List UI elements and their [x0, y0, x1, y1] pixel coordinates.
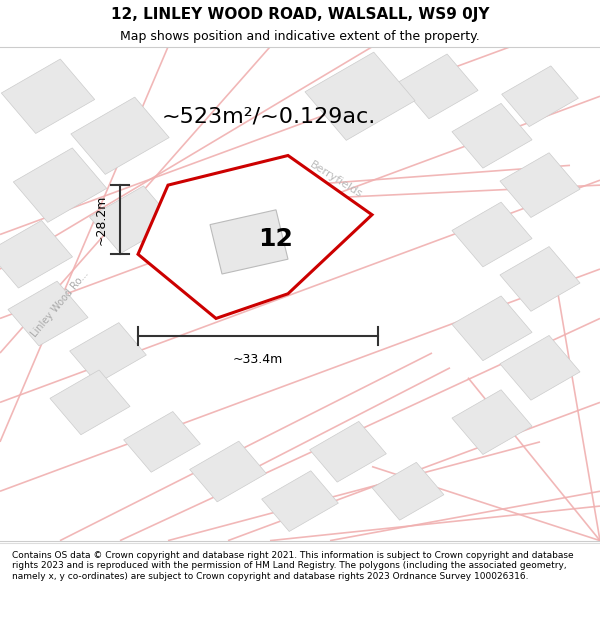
Text: ~28.2m: ~28.2m: [95, 194, 108, 245]
Text: Map shows position and indicative extent of the property.: Map shows position and indicative extent…: [120, 30, 480, 43]
Text: Contains OS data © Crown copyright and database right 2021. This information is : Contains OS data © Crown copyright and d…: [12, 551, 574, 581]
Polygon shape: [71, 97, 169, 174]
Polygon shape: [210, 210, 288, 274]
Text: 12, LINLEY WOOD ROAD, WALSALL, WS9 0JY: 12, LINLEY WOOD ROAD, WALSALL, WS9 0JY: [111, 6, 489, 21]
Polygon shape: [262, 471, 338, 531]
Polygon shape: [70, 322, 146, 383]
Polygon shape: [452, 202, 532, 267]
Polygon shape: [50, 370, 130, 435]
Polygon shape: [500, 336, 580, 400]
Polygon shape: [500, 247, 580, 311]
Polygon shape: [124, 411, 200, 472]
Polygon shape: [452, 103, 532, 168]
Polygon shape: [310, 421, 386, 482]
Text: Berryfields: Berryfields: [308, 160, 364, 201]
Polygon shape: [305, 52, 415, 141]
Polygon shape: [452, 296, 532, 361]
Polygon shape: [89, 186, 175, 254]
Polygon shape: [190, 441, 266, 502]
Polygon shape: [1, 59, 95, 134]
Polygon shape: [372, 462, 444, 520]
Polygon shape: [452, 390, 532, 454]
Polygon shape: [500, 152, 580, 218]
Polygon shape: [13, 148, 107, 222]
Text: Linley Wood Ro...: Linley Wood Ro...: [29, 269, 91, 339]
Polygon shape: [138, 156, 372, 318]
Polygon shape: [502, 66, 578, 127]
Polygon shape: [8, 281, 88, 346]
Polygon shape: [398, 54, 478, 119]
Text: ~523m²/~0.129ac.: ~523m²/~0.129ac.: [162, 106, 376, 126]
Text: ~33.4m: ~33.4m: [233, 353, 283, 366]
Polygon shape: [0, 221, 73, 288]
Text: 12: 12: [259, 228, 293, 251]
